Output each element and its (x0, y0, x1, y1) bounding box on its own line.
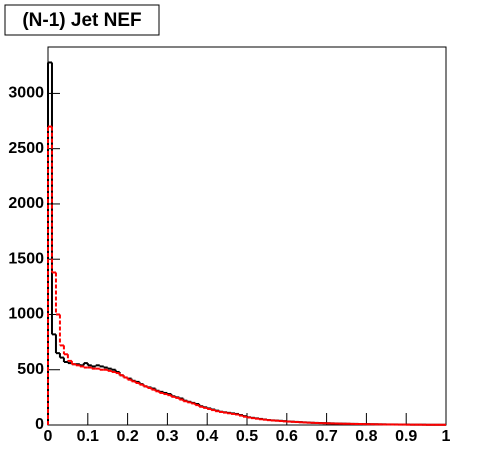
step-connector (47, 126, 424, 425)
x-tick-label: 0.4 (196, 428, 218, 445)
x-tick-label: 0.7 (315, 428, 337, 445)
y-tick-label: 1000 (8, 306, 44, 323)
title-box (4, 4, 160, 36)
y-tick-label: 3000 (8, 85, 44, 102)
x-tick-label: 0.5 (236, 428, 258, 445)
y-tick-label: 2500 (8, 140, 44, 157)
y-tick-label: 2000 (8, 195, 44, 212)
chart-title: (N-1) Jet NEF (22, 10, 141, 31)
x-tick-label: 0.8 (355, 428, 377, 445)
y-tick-label: 500 (17, 361, 44, 378)
x-tick-label: 0 (44, 428, 53, 445)
y-tick-label: 0 (35, 416, 44, 433)
x-tick-label: 0.1 (77, 428, 99, 445)
x-tick-label: 1 (442, 428, 451, 445)
x-tick-label: 0.9 (395, 428, 417, 445)
x-tick-label: 0.6 (276, 428, 298, 445)
x-tick-label: 0.3 (156, 428, 178, 445)
x-tick-label: 0.2 (116, 428, 138, 445)
y-tick-label: 1500 (8, 250, 44, 267)
